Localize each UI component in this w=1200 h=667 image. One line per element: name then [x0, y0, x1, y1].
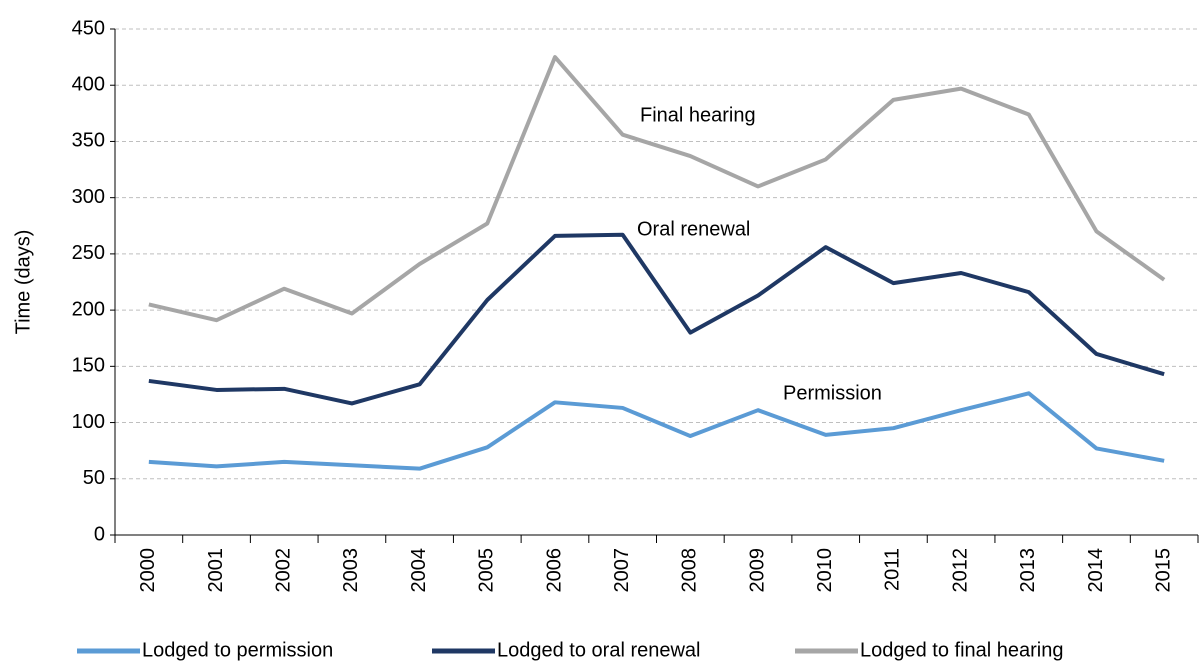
series-line	[148, 55, 1166, 323]
y-tick-label: 450	[72, 17, 105, 39]
x-tick-label: 2004	[408, 548, 430, 593]
y-tick-label: 350	[72, 130, 105, 152]
x-tick-label: 2005	[476, 548, 498, 593]
y-tick-label: 0	[94, 523, 105, 545]
x-tick-label: 2015	[1152, 548, 1174, 593]
x-tick-label: 2009	[746, 548, 768, 593]
x-tick-label: 2002	[273, 548, 295, 593]
y-axis-label: Time (days)	[12, 230, 34, 335]
annotation: Final hearing	[640, 104, 756, 126]
annotation: Oral renewal	[637, 218, 750, 240]
y-tick-label: 150	[72, 355, 105, 377]
y-tick-label: 200	[72, 298, 105, 320]
series-line	[148, 232, 1165, 406]
x-tick-label: 2014	[1085, 548, 1107, 593]
legend-label: Lodged to permission	[142, 639, 333, 661]
y-tick-label: 250	[72, 242, 105, 264]
y-tick-label: 400	[72, 74, 105, 96]
x-tick-label: 2001	[205, 548, 227, 593]
annotation: Permission	[783, 382, 882, 404]
y-tick-label: 50	[83, 467, 105, 489]
legend-label: Lodged to oral renewal	[497, 639, 700, 661]
x-tick-label: 2013	[1017, 548, 1039, 593]
x-tick-label: 2000	[137, 548, 159, 593]
x-tick-label: 2011	[882, 548, 904, 591]
y-tick-label: 300	[72, 186, 105, 208]
x-tick-label: 2010	[814, 548, 836, 593]
x-tick-label: 2003	[340, 548, 362, 593]
x-tick-label: 2007	[611, 548, 633, 593]
y-tick-label: 100	[72, 411, 105, 433]
x-tick-label: 2008	[679, 548, 701, 593]
x-tick-label: 2012	[949, 548, 971, 593]
series-line	[148, 391, 1165, 471]
legend-label: Lodged to final hearing	[860, 639, 1064, 661]
x-tick-label: 2006	[543, 548, 565, 593]
